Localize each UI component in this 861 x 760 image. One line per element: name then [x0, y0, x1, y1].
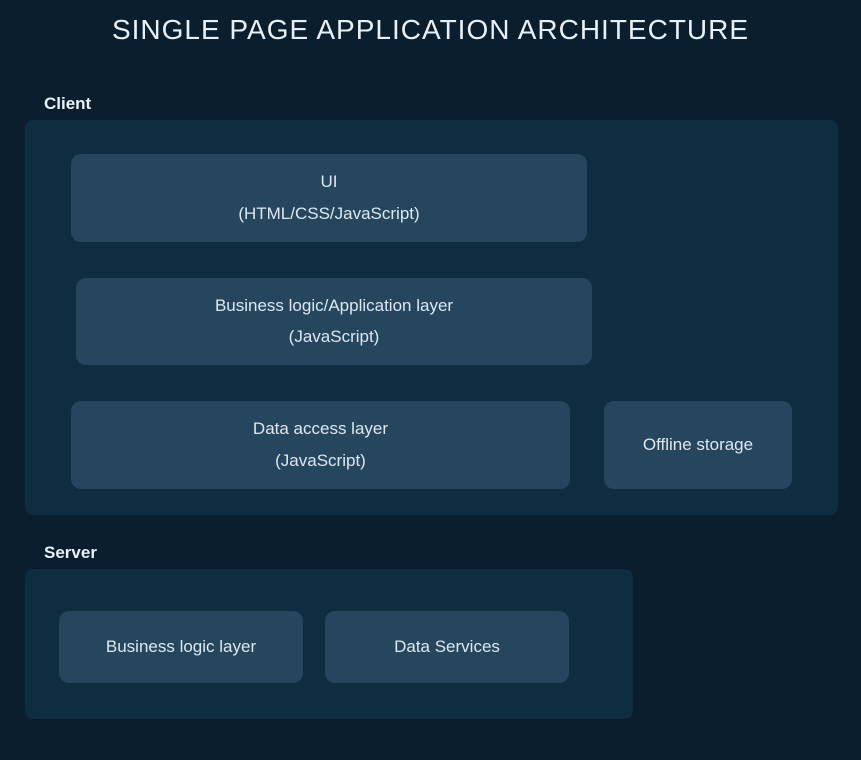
business-logic-line1: Business logic/Application layer: [215, 294, 453, 318]
offline-storage-node: Offline storage: [604, 401, 792, 489]
data-access-node: Data access layer (JavaScript): [71, 401, 570, 489]
ui-node: UI (HTML/CSS/JavaScript): [71, 154, 587, 242]
server-section-label: Server: [44, 543, 861, 563]
client-section-label: Client: [44, 94, 861, 114]
data-services-label: Data Services: [394, 635, 500, 659]
business-logic-line2: (JavaScript): [289, 325, 380, 349]
offline-storage-label: Offline storage: [643, 433, 753, 457]
ui-node-line2: (HTML/CSS/JavaScript): [238, 202, 419, 226]
server-panel: Business logic layer Data Services: [25, 569, 633, 719]
server-row-1: Business logic layer Data Services: [65, 611, 587, 683]
data-services-node: Data Services: [325, 611, 569, 683]
page-title: SINGLE PAGE APPLICATION ARCHITECTURE: [0, 0, 861, 56]
client-panel: UI (HTML/CSS/JavaScript) Business logic/…: [25, 120, 838, 515]
data-access-line1: Data access layer: [253, 417, 388, 441]
data-access-line2: (JavaScript): [275, 449, 366, 473]
client-row-3: Data access layer (JavaScript) Offline s…: [71, 401, 792, 489]
client-row-1: UI (HTML/CSS/JavaScript): [71, 154, 792, 242]
server-business-logic-label: Business logic layer: [106, 635, 256, 659]
server-business-logic-node: Business logic layer: [59, 611, 303, 683]
business-logic-node: Business logic/Application layer (JavaSc…: [76, 278, 592, 366]
ui-node-line1: UI: [321, 170, 338, 194]
client-row-2: Business logic/Application layer (JavaSc…: [71, 278, 792, 366]
